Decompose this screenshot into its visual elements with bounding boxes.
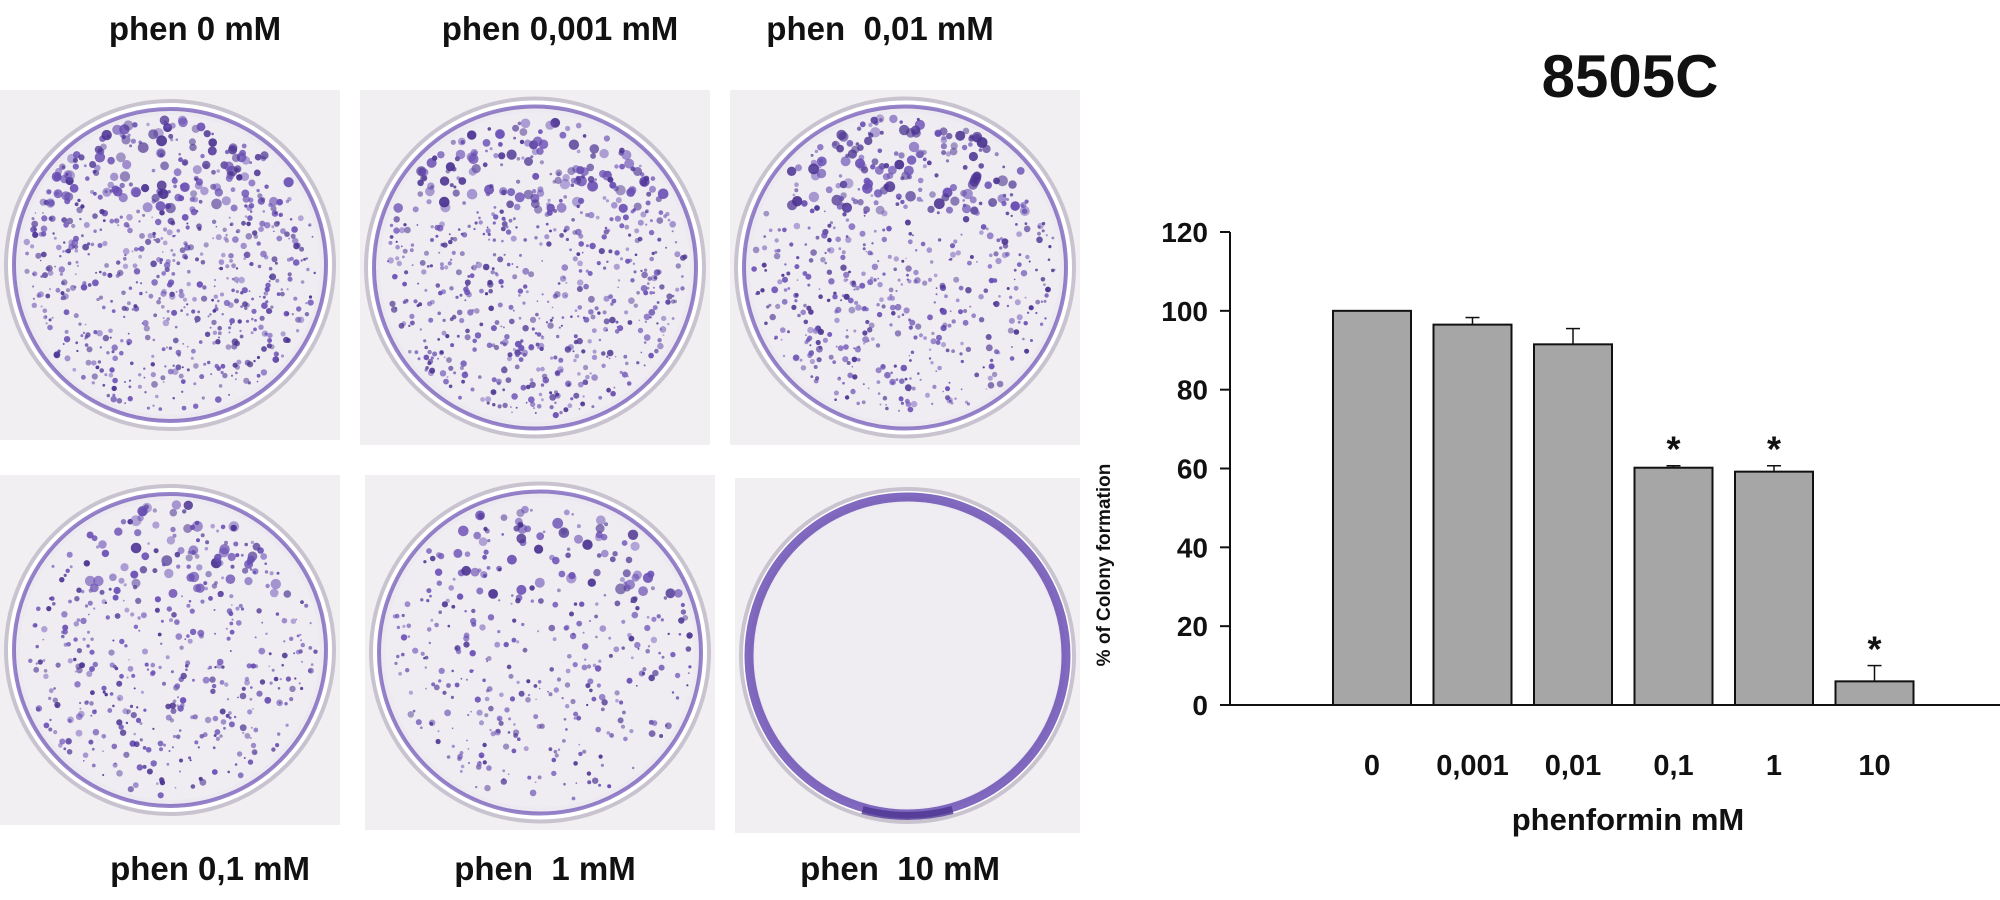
dish-image-0 (0, 90, 340, 440)
bar (1332, 309, 1412, 706)
x-tick-label: 0,001 (1436, 750, 1509, 782)
significance-marker: * (1867, 629, 1881, 670)
bar (1734, 470, 1814, 706)
dish-panel-5 (735, 478, 1080, 833)
y-axis-label: % of Colony formation (1094, 464, 1115, 667)
bar (1432, 323, 1513, 706)
x-tick-label: 10 (1858, 750, 1890, 782)
x-tick-label: 0,1 (1653, 750, 1693, 782)
significance-marker: * (1767, 429, 1781, 470)
dish-label-5: phen 10 mM (800, 850, 1000, 887)
dish-label-2: phen 0,01 mM (766, 10, 994, 47)
dish-label-4: phen 1 mM (454, 850, 636, 887)
x-axis-label: phenformin mM (1512, 802, 1745, 837)
dish-panel-4 (365, 475, 715, 830)
y-tick-label: 0 (1192, 690, 1208, 721)
x-tick-label: 1 (1766, 750, 1782, 782)
bar (1533, 343, 1613, 706)
dish-panel-3 (0, 475, 340, 825)
dish-image-2 (730, 90, 1080, 445)
bar-chart: 8505C % of Colony formation phenformin m… (1094, 43, 2000, 837)
y-tick-label: 120 (1161, 217, 1208, 248)
chart-title: 8505C (1542, 43, 1719, 110)
dish-panel-0 (0, 90, 340, 440)
significance-marker: * (1666, 429, 1680, 470)
y-tick-label: 40 (1177, 532, 1208, 563)
dish-image-5 (735, 478, 1080, 833)
dish-label-3: phen 0,1 mM (110, 850, 310, 887)
dish-label-0: phen 0 mM (108, 10, 282, 47)
dish-label-1: phen 0,001 mM (441, 10, 679, 47)
y-tick-label: 60 (1177, 454, 1208, 485)
bar (1834, 680, 1915, 706)
y-tick-label: 20 (1177, 611, 1208, 642)
y-tick-label: 100 (1161, 296, 1208, 327)
dish-image-3 (0, 475, 340, 825)
x-tick-label: 0,01 (1545, 750, 1601, 782)
y-tick-label: 80 (1177, 375, 1208, 406)
dish-image-4 (365, 475, 715, 830)
dish-panel-2 (730, 90, 1080, 445)
dish-image-1 (360, 90, 710, 445)
bar (1633, 466, 1714, 706)
dish-panel-1 (360, 90, 710, 445)
x-tick-label: 0 (1364, 750, 1380, 782)
